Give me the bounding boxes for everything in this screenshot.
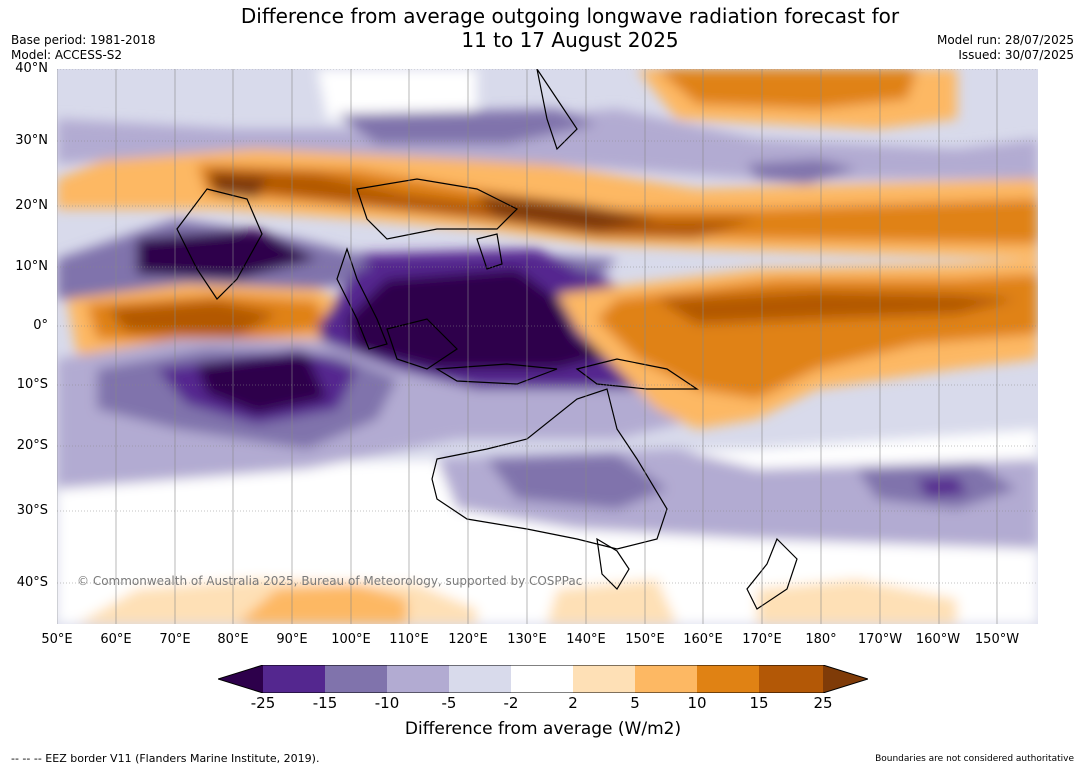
boundary-disclaimer: Boundaries are not considered authoritat… <box>875 754 1074 764</box>
lon-label-100e: 100°E <box>331 632 371 647</box>
lon-label-70e: 70°E <box>159 632 191 647</box>
new-guinea-outline <box>575 358 699 390</box>
title-line-1: Difference from average outgoing longwav… <box>240 4 900 28</box>
lon-label-120e: 120°E <box>448 632 488 647</box>
lat-label-30n: 30°N <box>15 133 48 148</box>
new-zealand-outline <box>746 537 798 610</box>
colorbar-tick: 15 <box>749 694 769 712</box>
meridians <box>57 69 998 624</box>
anomaly-contours <box>57 69 1038 624</box>
lon-label-160w: 160°W <box>915 632 961 647</box>
australia-outline <box>431 388 668 550</box>
lat-label-10n: 10°N <box>15 259 48 274</box>
lon-label-180: 180° <box>805 632 837 647</box>
colorbar-tick: -15 <box>312 694 338 712</box>
colorbar-swatch-8 <box>697 665 759 693</box>
lon-label-60e: 60°E <box>100 632 132 647</box>
lon-label-150e: 150°E <box>625 632 665 647</box>
model-run: Model run: 28/07/2025 <box>936 33 1074 47</box>
coastlines <box>176 69 798 610</box>
colorbar-swatch-1 <box>263 665 325 693</box>
colorbar-tick: 10 <box>687 694 707 712</box>
japan-korea-outline <box>536 69 578 151</box>
philippines-outline <box>476 233 503 270</box>
lon-label-150w: 150°W <box>974 632 1020 647</box>
model-name: Model: ACCESS-S2 <box>11 48 123 62</box>
lat-label-20n: 20°N <box>15 198 48 213</box>
colorbar-tick: -25 <box>250 694 276 712</box>
colorbar-arrow-high <box>823 665 868 693</box>
lon-label-140e: 140°E <box>566 632 606 647</box>
base-period: Base period: 1981-2018 <box>11 33 156 47</box>
eez-legend: -- -- -- EEZ border V11 (Flanders Marine… <box>11 752 320 765</box>
lon-label-130e: 130°E <box>507 632 547 647</box>
colorbar-tick: -10 <box>374 694 400 712</box>
colorbar-swatch-5 <box>511 665 573 693</box>
lat-label-30s: 30°S <box>16 503 48 518</box>
meta-right: Model run: 28/07/2025 Issued: 30/07/2025 <box>937 33 1074 63</box>
lon-label-170w: 170°W <box>857 632 903 647</box>
colorbar-swatch-9 <box>759 665 823 693</box>
colorbar-arrow-low <box>218 665 263 693</box>
java-outline <box>435 363 558 385</box>
lat-label-10s: 10°S <box>16 377 48 392</box>
lat-label-0: 0° <box>33 318 48 333</box>
colorbar-tick: 25 <box>813 694 833 712</box>
colorbar-tick: 5 <box>630 694 640 712</box>
colorbar <box>218 665 868 693</box>
colorbar-label: Difference from average (W/m2) <box>404 719 682 739</box>
colorbar-tick: 2 <box>568 694 578 712</box>
india-outline <box>176 188 263 300</box>
copyright-notice: © Commonwealth of Australia 2025, Bureau… <box>77 574 583 588</box>
map-area <box>57 69 1038 624</box>
lon-label-90e: 90°E <box>276 632 308 647</box>
lat-label-40n: 40°N <box>15 61 48 76</box>
anomaly-map <box>57 69 1038 624</box>
lon-label-50e: 50°E <box>41 632 73 647</box>
colorbar-swatch-6 <box>573 665 635 693</box>
lon-label-80e: 80°E <box>217 632 249 647</box>
lon-label-170e: 170°E <box>742 632 782 647</box>
colorbar-tick: -5 <box>441 694 457 712</box>
lon-label-160e: 160°E <box>683 632 723 647</box>
lat-label-40s: 40°S <box>16 575 48 590</box>
malay-outline <box>336 247 388 350</box>
colorbar-swatch-7 <box>635 665 697 693</box>
meta-left: Base period: 1981-2018 Model: ACCESS-S2 <box>11 33 156 63</box>
colorbar-swatch-2 <box>325 665 387 693</box>
issued-date: Issued: 30/07/2025 <box>958 48 1074 62</box>
title-line-2: 11 to 17 August 2025 <box>461 28 679 52</box>
colorbar-swatch-4 <box>449 665 511 693</box>
china-coast-outline <box>356 178 519 240</box>
borneo-outline <box>386 318 458 370</box>
lon-label-110e: 110°E <box>389 632 429 647</box>
tasmania-outline <box>596 537 630 590</box>
map-title: Difference from average outgoing longwav… <box>0 4 1085 52</box>
colorbar-swatch-3 <box>387 665 449 693</box>
colorbar-tick: -2 <box>503 694 519 712</box>
lat-label-20s: 20°S <box>16 438 48 453</box>
